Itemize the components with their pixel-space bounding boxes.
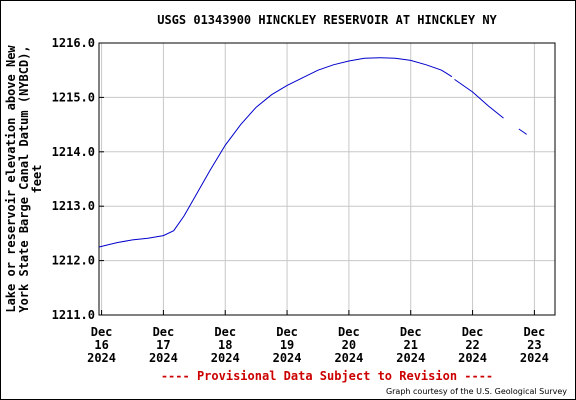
x-tick-label: Dec: [400, 325, 422, 339]
grid-lines: [99, 42, 555, 316]
chart-title: USGS 01343900 HINCKLEY RESERVOIR AT HINC…: [157, 13, 497, 27]
x-tick-label: 17: [156, 338, 170, 352]
x-tick-label: 2024: [87, 351, 116, 365]
x-tick-label: 16: [94, 338, 108, 352]
provisional-data-notice: ---- Provisional Data Subject to Revisio…: [161, 369, 493, 383]
y-axis-label-line-3: feet: [30, 165, 44, 194]
y-tick-label: 1211.0: [52, 308, 95, 322]
y-tick-label: 1214.0: [52, 145, 95, 159]
x-tick-label: 22: [465, 338, 479, 352]
x-tick-label: 2024: [211, 351, 240, 365]
x-tick-label: 19: [280, 338, 294, 352]
y-axis-label: Lake or reservoir elevation above New Yo…: [4, 45, 44, 313]
usgs-courtesy-note: Graph courtesy of the U.S. Geological Su…: [386, 387, 567, 396]
x-tick-label: Dec: [462, 325, 484, 339]
y-tick-label: 1212.0: [52, 254, 95, 268]
x-tick-label: 23: [527, 338, 541, 352]
y-tick-label: 1216.0: [52, 36, 95, 50]
x-tick-label: 2024: [334, 351, 363, 365]
x-tick-label: Dec: [153, 325, 175, 339]
y-axis-ticks: 1211.0 1212.0 1213.0 1214.0 1215.0 1216.0: [52, 36, 104, 322]
x-tick-label: Dec: [524, 325, 546, 339]
x-tick-label: 2024: [149, 351, 178, 365]
x-axis-ticks: Dec162024Dec172024Dec182024Dec192024Dec2…: [87, 310, 549, 365]
plot-area: [98, 42, 556, 316]
series-line: [454, 78, 504, 119]
y-tick-label: 1213.0: [52, 199, 95, 213]
y-axis-label-line-1: Lake or reservoir elevation above New: [4, 45, 18, 313]
series-line: [98, 57, 453, 248]
x-tick-label: 2024: [520, 351, 549, 365]
y-axis-label-line-2: York State Barge Canal Datum (NYBCD),: [17, 45, 31, 312]
x-tick-label: 2024: [396, 351, 425, 365]
x-tick-label: 18: [218, 338, 232, 352]
x-tick-label: Dec: [214, 325, 236, 339]
y-tick-label: 1215.0: [52, 90, 95, 104]
x-tick-label: Dec: [338, 325, 360, 339]
data-series-group: [98, 57, 527, 248]
x-tick-label: 20: [342, 338, 356, 352]
x-tick-label: Dec: [276, 325, 298, 339]
series-line: [518, 128, 527, 135]
x-tick-label: Dec: [91, 325, 113, 339]
x-tick-label: 21: [404, 338, 418, 352]
x-tick-label: 2024: [273, 351, 302, 365]
x-tick-label: 2024: [458, 351, 487, 365]
